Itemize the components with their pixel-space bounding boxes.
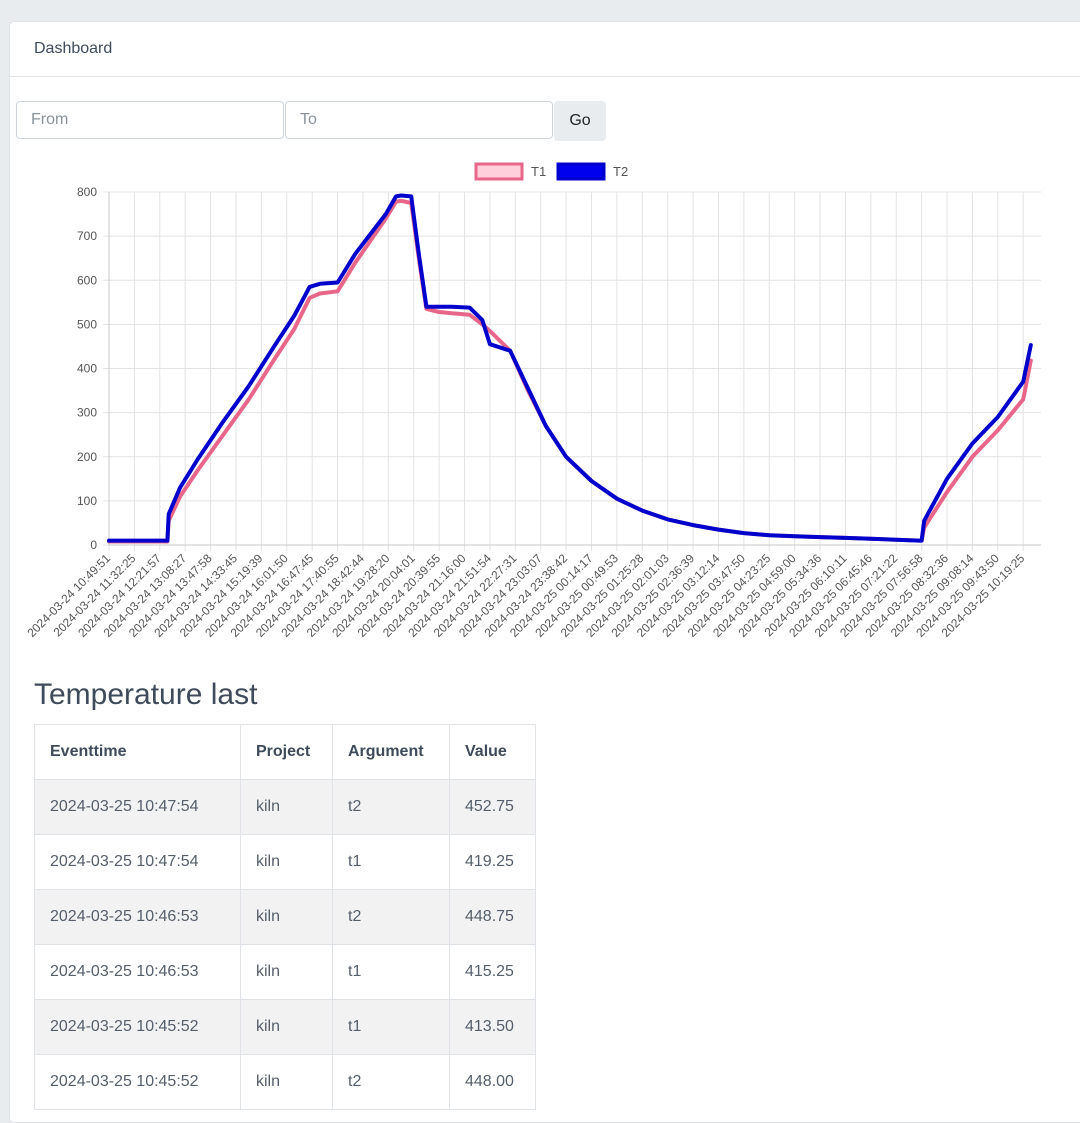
table-header-row: Eventtime Project Argument Value bbox=[34, 724, 536, 780]
table-row: 2024-03-25 10:45:52 kiln t2 448.00 bbox=[34, 1054, 536, 1110]
column-header-argument: Argument bbox=[332, 724, 450, 780]
cell-project: kiln bbox=[240, 779, 333, 835]
y-tick-label: 600 bbox=[77, 273, 97, 287]
cell-eventtime: 2024-03-25 10:47:54 bbox=[34, 834, 241, 890]
series-line-t1 bbox=[107, 198, 1033, 544]
y-tick-label: 400 bbox=[77, 362, 97, 376]
table-row: 2024-03-25 10:47:54 kiln t2 452.75 bbox=[34, 779, 536, 835]
legend-label-t1: T1 bbox=[531, 164, 546, 179]
series-line-t2 bbox=[107, 193, 1033, 543]
cell-value: 448.75 bbox=[449, 889, 536, 945]
cell-argument: t1 bbox=[332, 834, 450, 890]
y-tick-label: 800 bbox=[77, 185, 97, 199]
y-tick-label: 100 bbox=[77, 494, 97, 508]
cell-eventtime: 2024-03-25 10:47:54 bbox=[34, 779, 241, 835]
legend-swatch-t1 bbox=[474, 162, 524, 181]
cell-value: 452.75 bbox=[449, 779, 536, 835]
y-tick-label: 200 bbox=[77, 450, 97, 464]
table-row: 2024-03-25 10:46:53 kiln t1 415.25 bbox=[34, 944, 536, 1000]
y-tick-label: 500 bbox=[77, 317, 97, 331]
legend-label-t2: T2 bbox=[613, 164, 628, 179]
section-title: Temperature last bbox=[34, 678, 258, 711]
cell-value: 448.00 bbox=[449, 1054, 536, 1110]
cell-argument: t1 bbox=[332, 999, 450, 1055]
y-tick-label: 700 bbox=[77, 229, 97, 243]
temperature-table: Eventtime Project Argument Value 2024-03… bbox=[34, 724, 536, 1110]
cell-eventtime: 2024-03-25 10:46:53 bbox=[34, 944, 241, 1000]
cell-argument: t2 bbox=[332, 889, 450, 945]
page-title: Dashboard bbox=[34, 40, 113, 57]
cell-eventtime: 2024-03-25 10:45:52 bbox=[34, 1054, 241, 1110]
table-row: 2024-03-25 10:46:53 kiln t2 448.75 bbox=[34, 889, 536, 945]
y-tick-label: 300 bbox=[77, 406, 97, 420]
cell-project: kiln bbox=[240, 944, 333, 1000]
table-row: 2024-03-25 10:47:54 kiln t1 419.25 bbox=[34, 834, 536, 890]
y-tick-label: 0 bbox=[90, 538, 97, 552]
cell-value: 415.25 bbox=[449, 944, 536, 1000]
cell-value: 419.25 bbox=[449, 834, 536, 890]
column-header-value: Value bbox=[449, 724, 536, 780]
cell-project: kiln bbox=[240, 889, 333, 945]
go-button[interactable]: Go bbox=[554, 101, 606, 141]
column-header-project: Project bbox=[240, 724, 333, 780]
cell-project: kiln bbox=[240, 834, 333, 890]
dashboard-card: Dashboard Go 0 100 200 300 400 500 600 700 800 20… bbox=[9, 21, 1080, 1123]
table-row: 2024-03-25 10:45:52 kiln t1 413.50 bbox=[34, 999, 536, 1055]
cell-argument: t2 bbox=[332, 1054, 450, 1110]
cell-eventtime: 2024-03-25 10:45:52 bbox=[34, 999, 241, 1055]
cell-argument: t2 bbox=[332, 779, 450, 835]
to-input[interactable] bbox=[285, 101, 553, 139]
cell-value: 413.50 bbox=[449, 999, 536, 1055]
card-header: Dashboard bbox=[10, 22, 1080, 77]
column-header-eventtime: Eventtime bbox=[34, 724, 241, 780]
legend-swatch-t2 bbox=[556, 162, 606, 181]
cell-project: kiln bbox=[240, 999, 333, 1055]
cell-eventtime: 2024-03-25 10:46:53 bbox=[34, 889, 241, 945]
cell-argument: t1 bbox=[332, 944, 450, 1000]
cell-project: kiln bbox=[240, 1054, 333, 1110]
from-input[interactable] bbox=[16, 101, 284, 139]
